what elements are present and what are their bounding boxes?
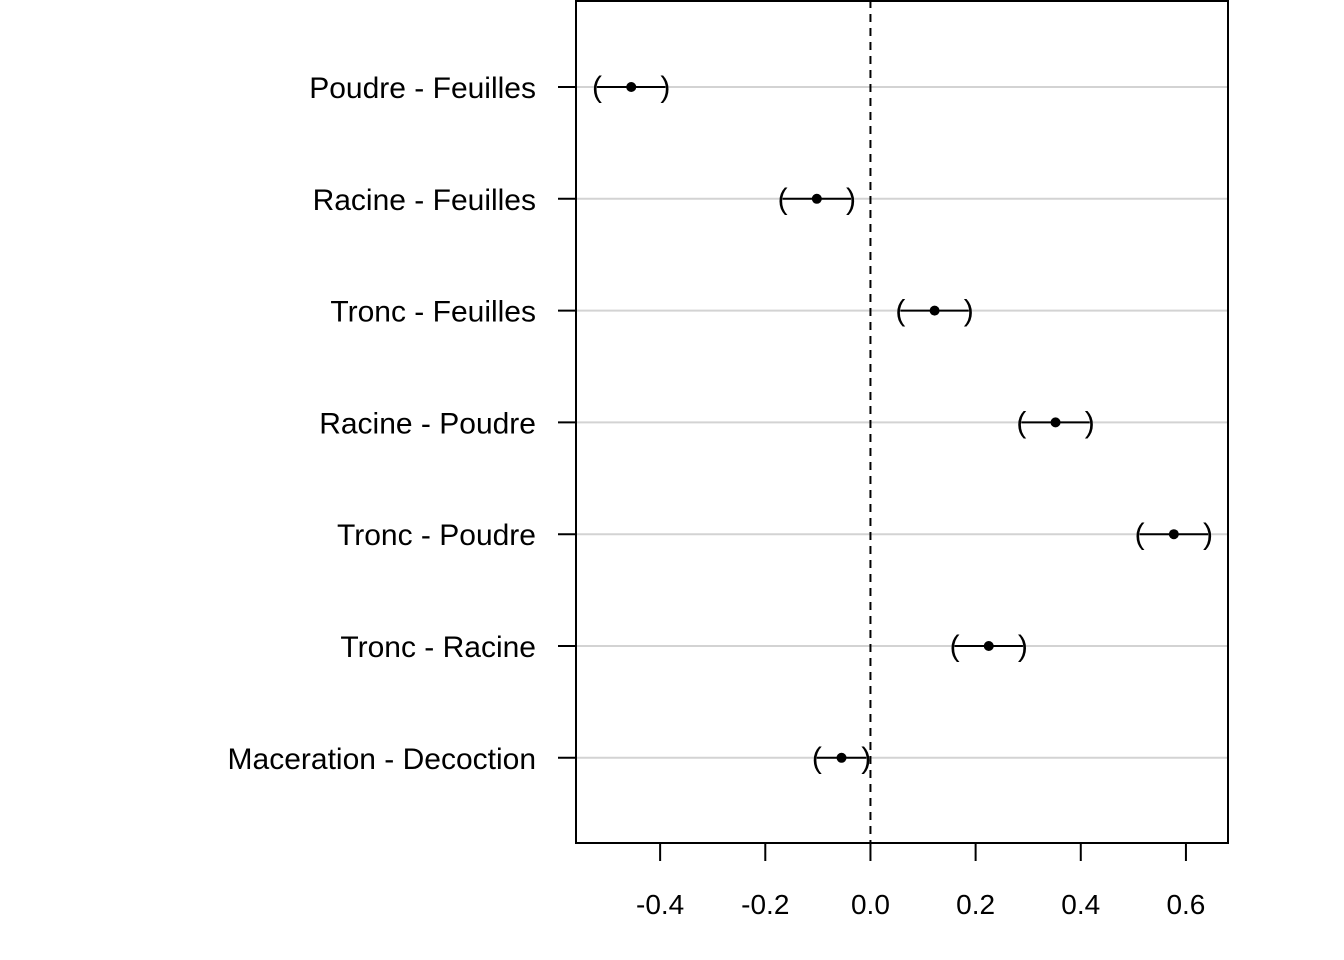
ci-lower-paren: ( bbox=[950, 630, 960, 663]
ci-upper-paren: ) bbox=[846, 183, 856, 216]
ci-upper-paren: ) bbox=[861, 742, 871, 775]
point-estimate bbox=[1168, 529, 1179, 540]
ci-lower-paren: ( bbox=[812, 742, 822, 775]
gridlines bbox=[576, 86, 1228, 759]
point-estimate bbox=[626, 82, 637, 92]
ci-lower-paren: ( bbox=[592, 71, 602, 104]
x-tick-label: -0.4 bbox=[636, 889, 684, 920]
ci-upper-paren: ) bbox=[1085, 406, 1095, 439]
ci-lower-paren: ( bbox=[1135, 518, 1145, 551]
x-tick-label: 0.6 bbox=[1166, 889, 1205, 920]
category-label: Tronc - Feuilles bbox=[330, 296, 536, 329]
x-tick-label: 0.2 bbox=[956, 889, 995, 920]
category-label: Racine - Feuilles bbox=[313, 184, 536, 217]
ci-lower-paren: ( bbox=[1016, 406, 1026, 439]
ci-lower-paren: ( bbox=[895, 295, 905, 328]
ci-upper-paren: ) bbox=[1203, 518, 1213, 551]
point-estimate bbox=[983, 641, 994, 651]
point-estimate bbox=[836, 752, 847, 763]
ci-upper-paren: ) bbox=[1018, 630, 1028, 663]
ci-upper-paren: ) bbox=[964, 295, 974, 328]
category-label: Poudre - Feuilles bbox=[309, 72, 536, 105]
labels: Poudre - Feuilles Racine - Feuilles Tronc … bbox=[228, 72, 536, 776]
category-label: Tronc - Poudre bbox=[337, 519, 536, 552]
estimates: () () () () () () () bbox=[592, 71, 1213, 775]
x-tick-label: 0.0 bbox=[851, 889, 890, 920]
x-tick-label: -0.2 bbox=[741, 889, 789, 920]
ci-lower-paren: ( bbox=[778, 183, 788, 216]
category-label: Maceration - Decoction bbox=[228, 743, 536, 776]
ci-upper-paren: ) bbox=[660, 71, 670, 104]
axes: -0.4 -0.2 0.0 0.2 0.4 0.6 bbox=[558, 0, 1229, 920]
category-label: Tronc - Racine bbox=[340, 631, 536, 664]
x-tick-label: 0.4 bbox=[1061, 889, 1100, 920]
point-estimate bbox=[929, 305, 940, 316]
category-label: Racine - Poudre bbox=[319, 407, 536, 440]
point-estimate bbox=[811, 193, 822, 204]
point-estimate bbox=[1050, 417, 1061, 428]
